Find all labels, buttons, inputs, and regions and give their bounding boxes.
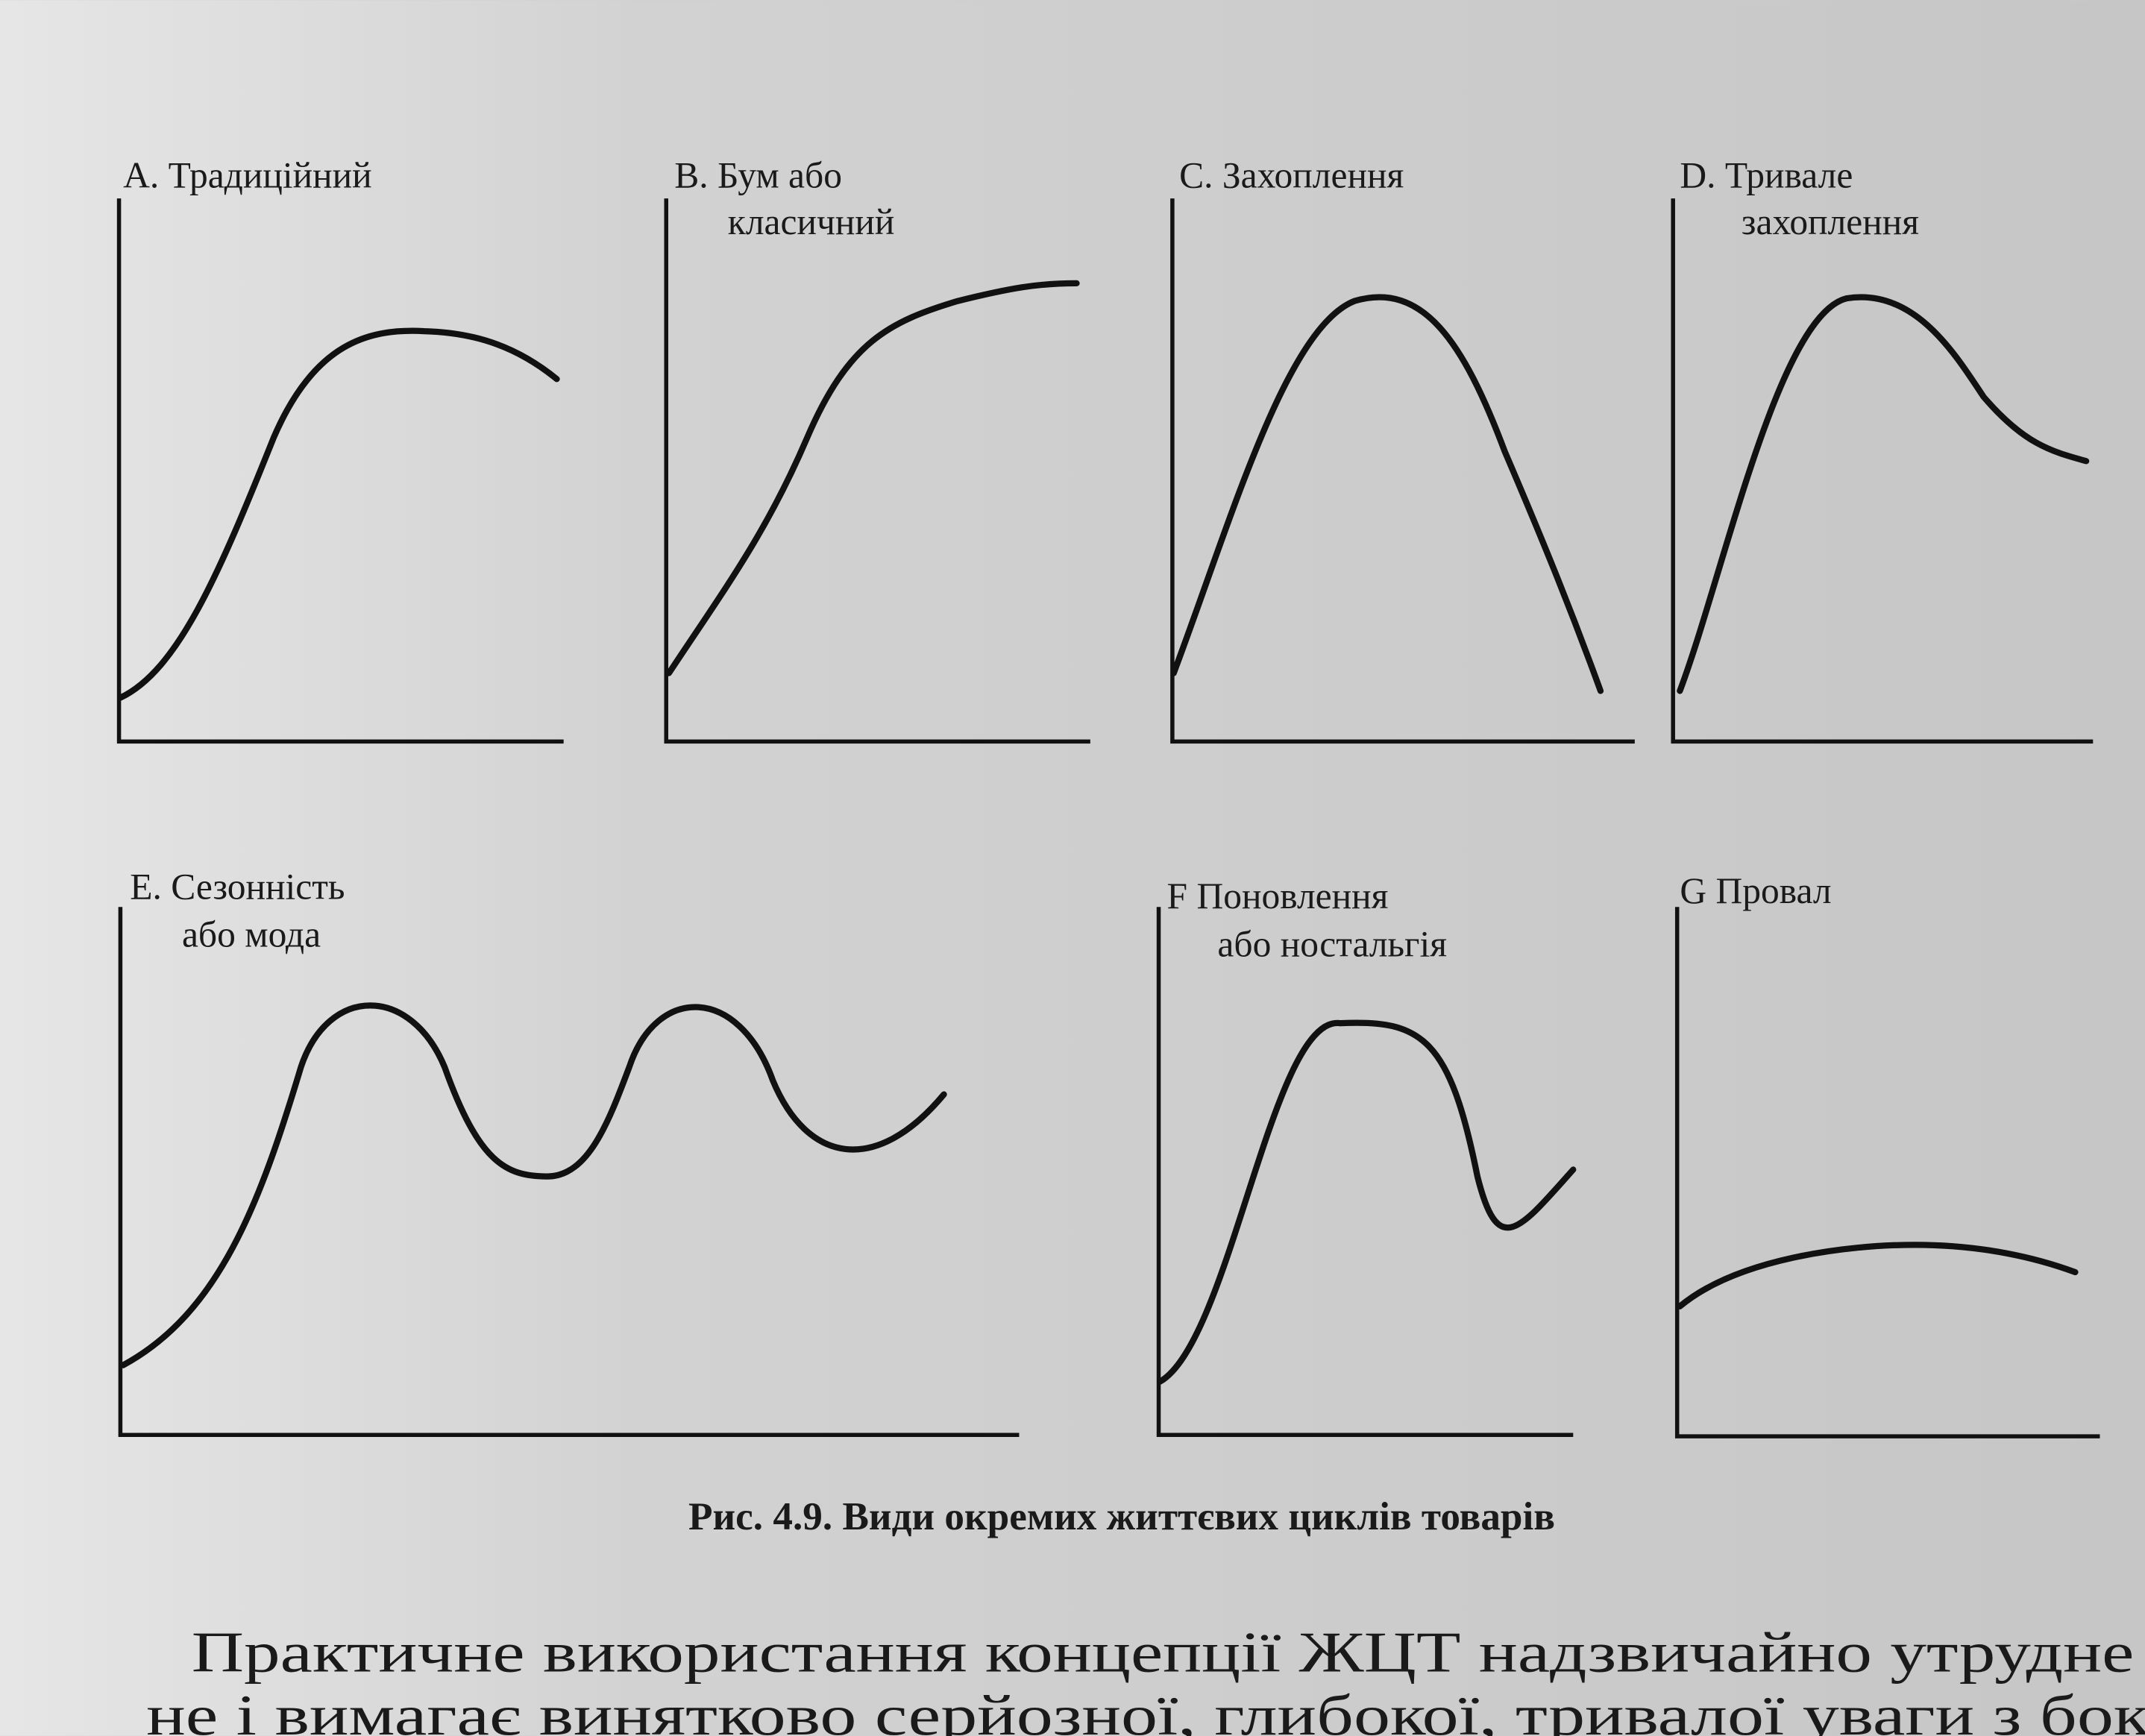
- panel-label: або ностальгія: [1217, 923, 1447, 964]
- axes: [1170, 198, 1635, 744]
- panel-label: G Провал: [1680, 870, 1831, 911]
- curve: [119, 1002, 947, 1368]
- axes: [116, 198, 564, 744]
- panel-label: або мода: [182, 913, 321, 955]
- panel-d: D. Тривале захоплення: [1671, 154, 2094, 744]
- panel-c: С. Захоплення: [1170, 154, 1635, 744]
- curve: [117, 327, 560, 701]
- axes: [1156, 907, 1574, 1438]
- curve: [665, 280, 1080, 676]
- body-text: не і вимагає винятково серйозної, глибок…: [146, 1683, 2145, 1736]
- panel-label: класичний: [728, 201, 895, 242]
- panel-label: захоплення: [1742, 201, 1919, 242]
- panel-g: G Провал: [1674, 870, 2100, 1438]
- panel-f: F Поновлення або ностальгія: [1156, 875, 1577, 1438]
- panel-label: Е. Сезонність: [130, 866, 345, 907]
- panel-label: F Поновлення: [1167, 875, 1389, 916]
- panel-e: Е. Сезонність або мода: [118, 866, 1020, 1438]
- panel-label: D. Тривале: [1680, 154, 1853, 195]
- axes: [664, 198, 1090, 744]
- panel-a: А. Традиційний: [116, 154, 564, 744]
- axes: [1671, 198, 2094, 744]
- axes: [1674, 907, 2100, 1438]
- curve: [1677, 294, 2090, 694]
- panel-label: А. Традиційний: [123, 154, 372, 195]
- body-text: Практичне використання концепції ЖЦТ над…: [192, 1620, 2135, 1685]
- curve: [1170, 294, 1604, 694]
- curve: [1157, 1019, 1577, 1385]
- panel-label: С. Захоплення: [1179, 154, 1404, 195]
- curve: [1677, 1242, 2079, 1309]
- figure-caption: Рис. 4.9. Види окремих життєвих циклів т…: [688, 1494, 1555, 1538]
- panel-label: B. Бум або: [674, 154, 842, 195]
- axes: [118, 907, 1020, 1438]
- panel-b: B. Бум або класичний: [664, 154, 1090, 744]
